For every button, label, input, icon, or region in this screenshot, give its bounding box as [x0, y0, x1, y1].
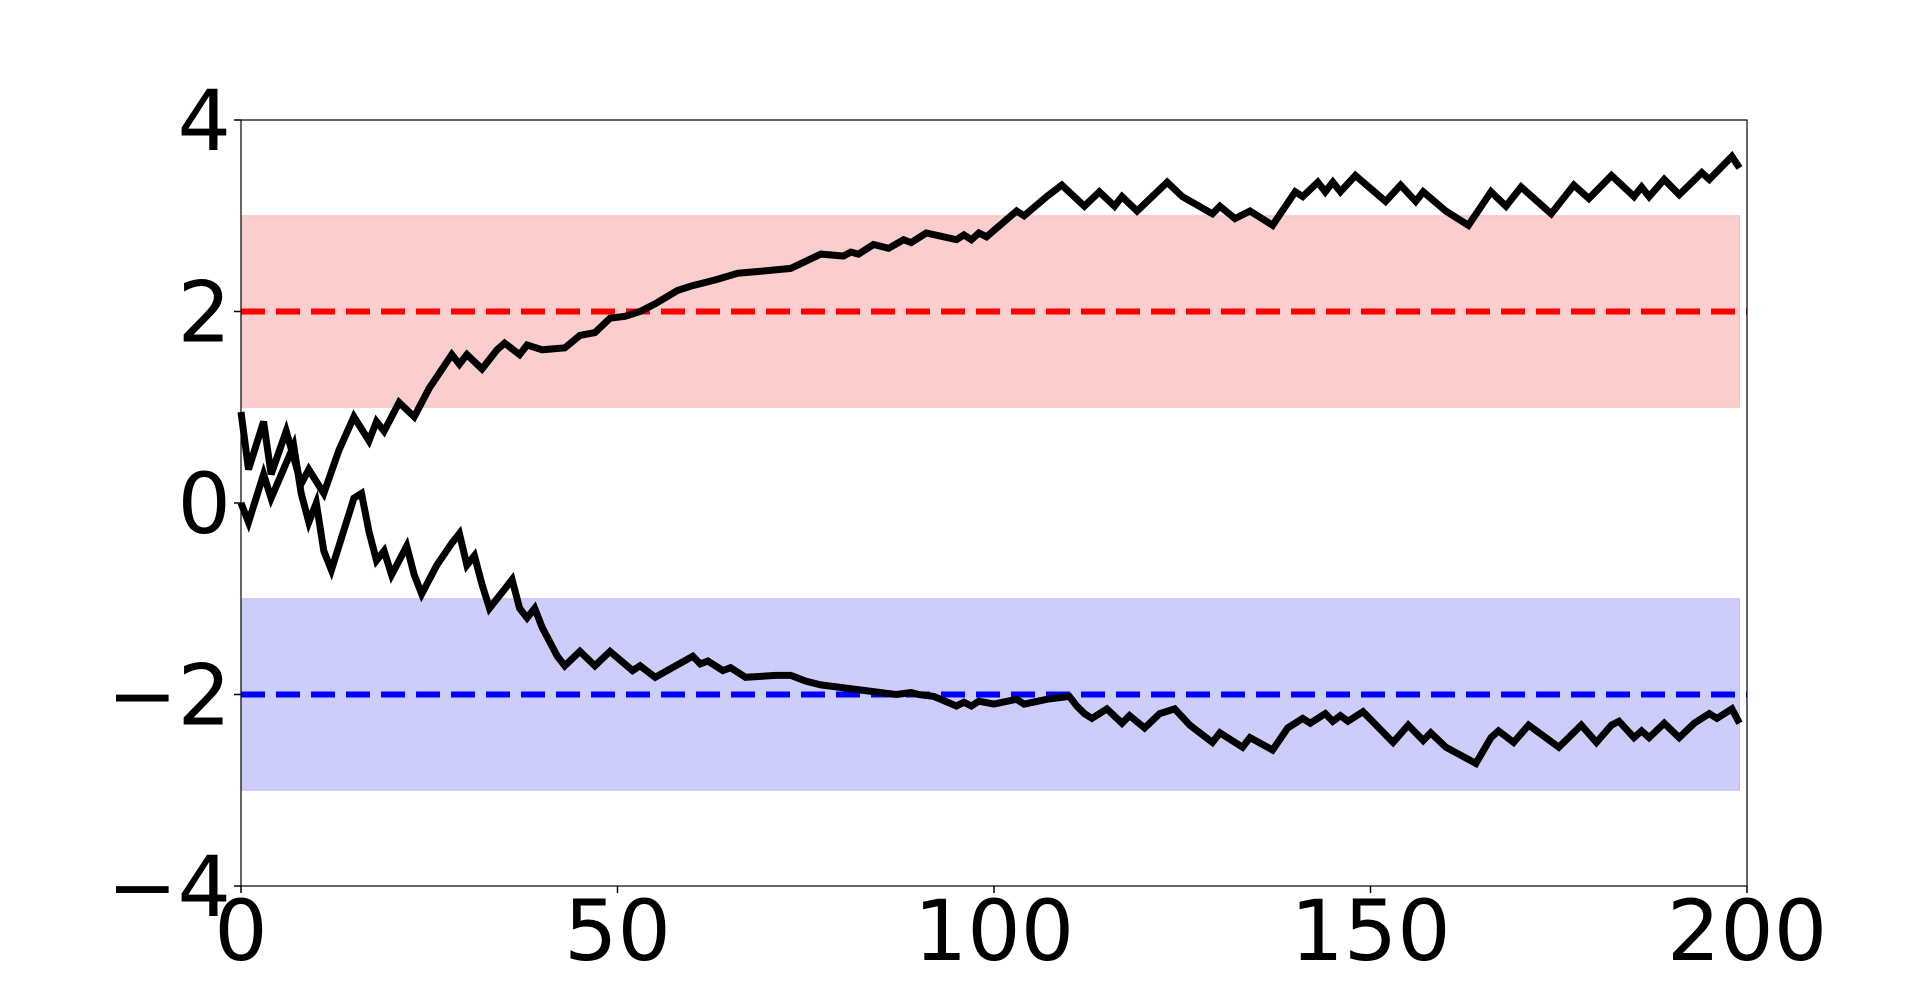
x-tick-label: 50	[564, 882, 671, 980]
y-tick-label: 4	[178, 72, 231, 170]
y-tick-label: 0	[178, 455, 231, 553]
x-tick-label: 100	[914, 882, 1074, 980]
y-tick-label: −4	[107, 838, 231, 936]
y-tick-label: 2	[178, 264, 231, 362]
x-tick-label: 0	[214, 882, 267, 980]
x-axis: 0 50 100 150 200	[214, 882, 1827, 980]
reference-lines	[241, 308, 1747, 698]
data-series	[237, 150, 1743, 769]
y-tick-label: −2	[107, 647, 231, 745]
y-axis: −4 −2 0 2 4	[107, 72, 241, 936]
x-tick-label: 150	[1290, 882, 1450, 980]
series-line-0	[237, 150, 1743, 502]
x-tick-label: 200	[1667, 882, 1827, 980]
series-line-1	[237, 433, 1743, 769]
